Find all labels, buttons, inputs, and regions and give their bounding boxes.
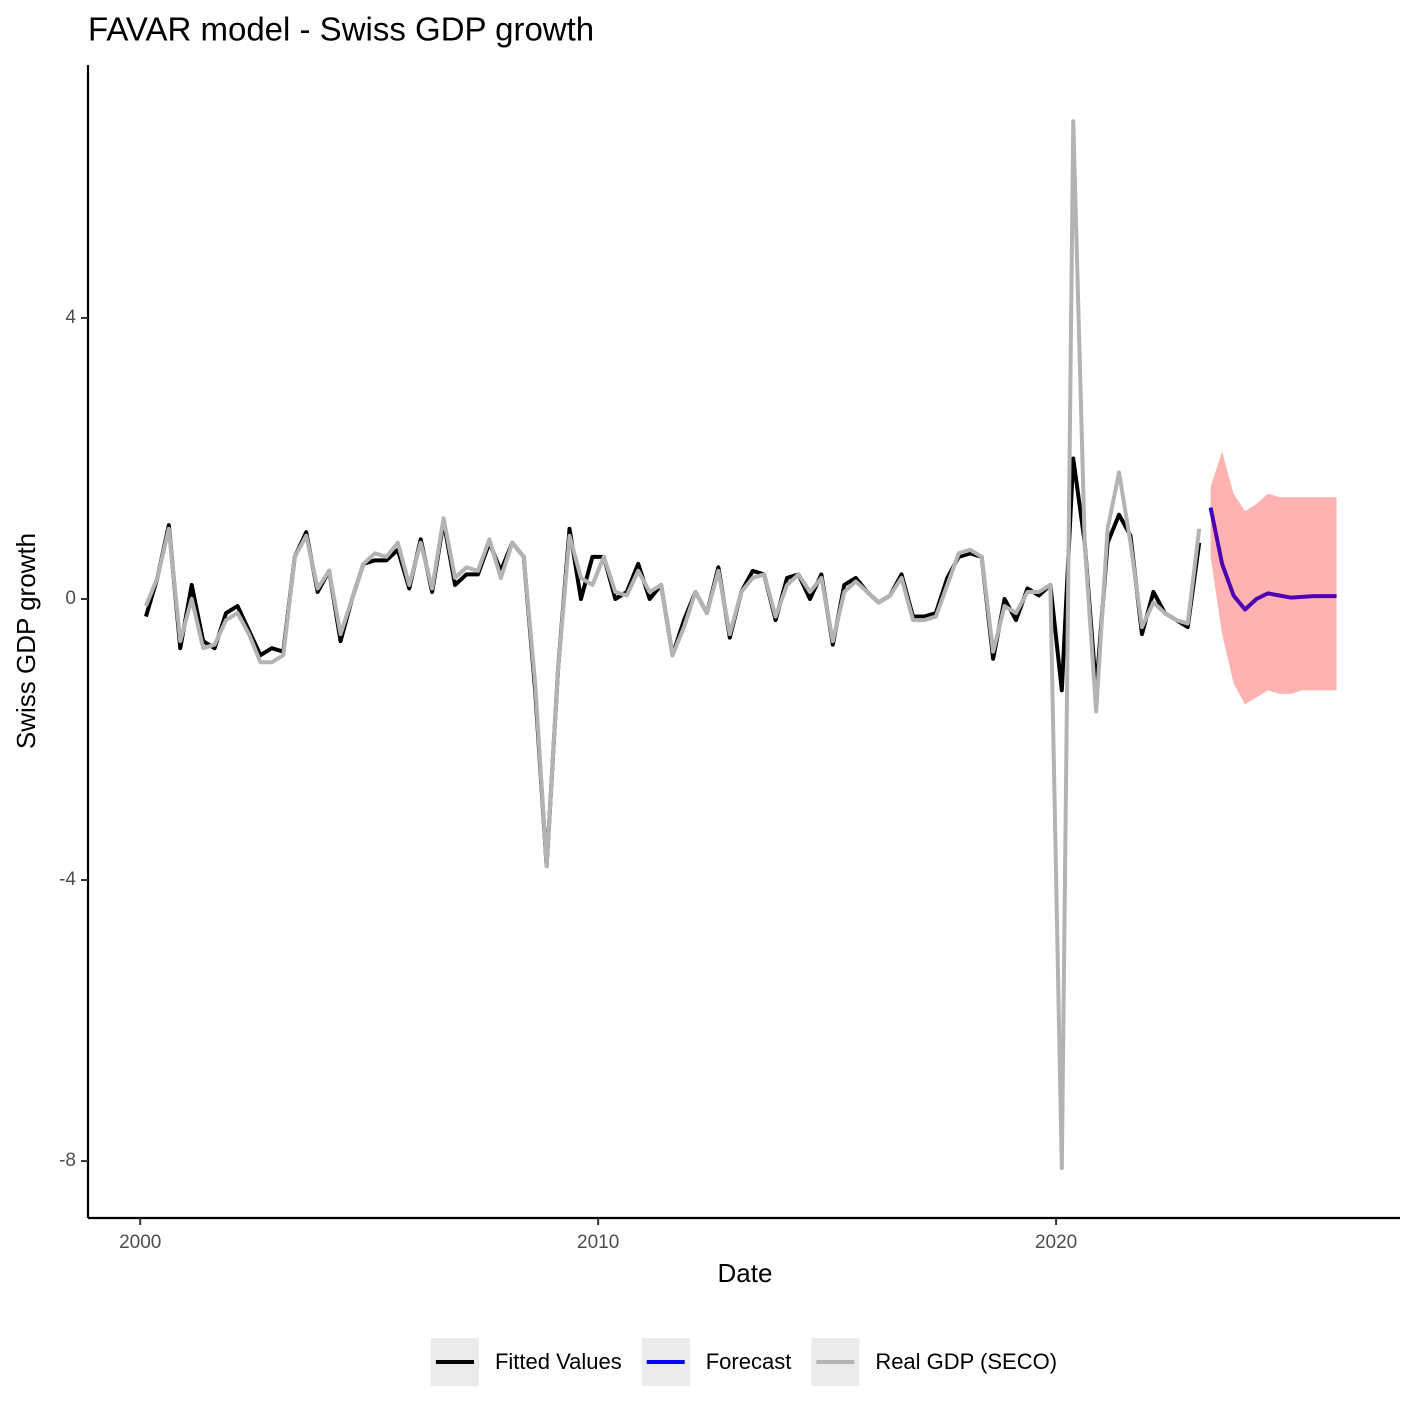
line-0	[144, 456, 1202, 868]
chart-title: FAVAR model - Swiss GDP growth	[88, 11, 594, 48]
y-axis-label: Swiss GDP growth	[11, 533, 41, 749]
line-2	[144, 119, 1202, 1171]
y-tick-label: -4	[59, 869, 76, 890]
x-tick-label: 2010	[577, 1232, 619, 1253]
y-tick-label: 4	[65, 307, 76, 328]
legend-label: Real GDP (SECO)	[875, 1349, 1057, 1374]
forecast-band	[1210, 451, 1337, 705]
x-tick-label: 2020	[1035, 1232, 1077, 1253]
x-axis-label: Date	[718, 1258, 773, 1288]
y-tick-label: -8	[59, 1150, 76, 1171]
line-1	[1208, 507, 1337, 612]
y-tick-label: 0	[65, 588, 76, 609]
legend: Fitted Values Forecast Real GDP (SECO)	[430, 1338, 1057, 1386]
legend-label: Forecast	[706, 1349, 792, 1374]
x-tick-label: 2000	[119, 1232, 161, 1253]
legend-label: Fitted Values	[495, 1349, 622, 1374]
